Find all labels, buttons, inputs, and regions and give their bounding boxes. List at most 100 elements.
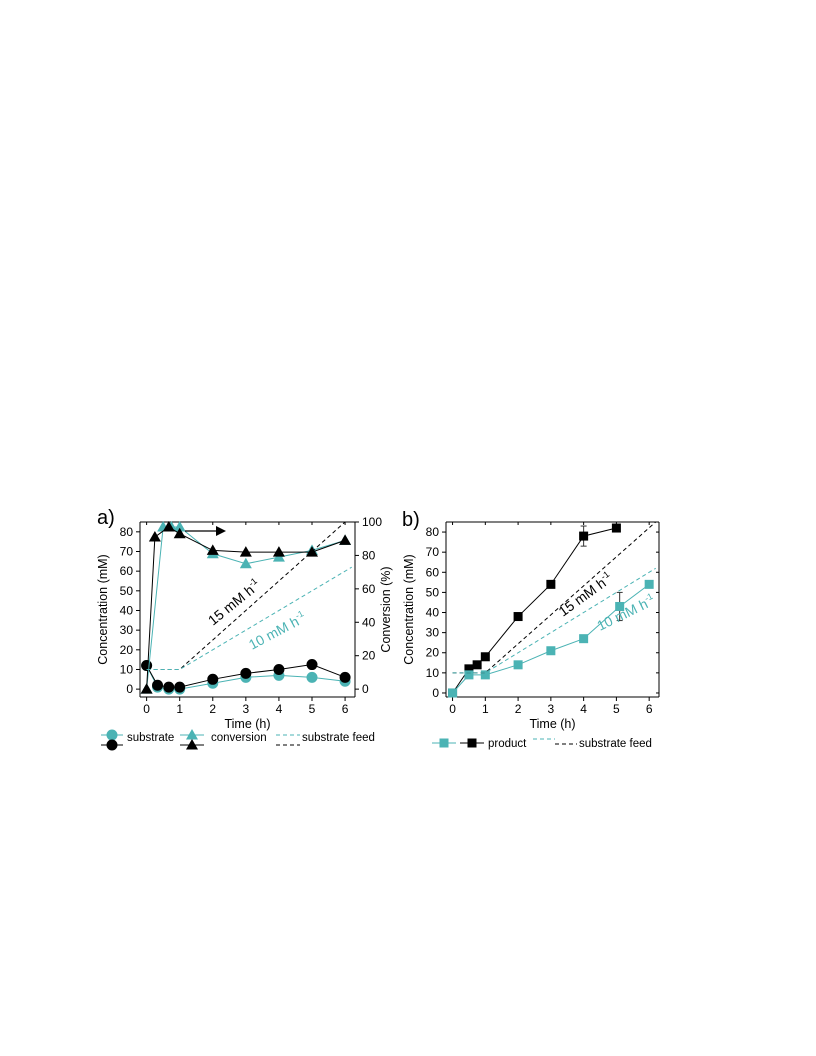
y-tick-label-a: 10 xyxy=(120,662,134,676)
y-tick-label-a: 0 xyxy=(126,682,133,696)
x-tick-label-b: 6 xyxy=(646,702,653,716)
legend-label-substrate-feed: substrate feed xyxy=(579,738,652,750)
series-b-3 xyxy=(452,567,656,674)
data-point-square xyxy=(480,670,490,680)
x-tick-label-b: 1 xyxy=(482,702,489,716)
data-point-square xyxy=(464,664,474,674)
legend-label-product: product xyxy=(488,738,527,750)
legend-marker-product-teal xyxy=(439,738,449,748)
y-tick-label-a: 20 xyxy=(120,643,134,657)
data-point-triangle xyxy=(239,546,252,557)
data-point-circle xyxy=(152,679,164,691)
data-point-triangle xyxy=(173,521,186,532)
data-point-triangle xyxy=(206,544,219,555)
x-tick-label-a: 4 xyxy=(276,702,283,716)
data-point-circle xyxy=(306,659,318,671)
series-b-1 xyxy=(448,579,654,698)
data-point-square xyxy=(472,660,482,670)
data-point-square xyxy=(513,660,523,670)
x-tick-label-a: 3 xyxy=(243,702,250,716)
data-point-circle xyxy=(174,681,186,693)
x-axis-label-a: Time (h) xyxy=(224,717,270,731)
x-tick-label-a: 2 xyxy=(209,702,216,716)
legend-label-conversion: conversion xyxy=(211,732,267,744)
rate-annotation-a-1: 10 mM h-1 xyxy=(245,608,308,652)
data-point-square xyxy=(448,688,458,698)
data-point-circle xyxy=(339,671,351,683)
y2-tick-label-a: 60 xyxy=(362,582,376,596)
y-tick-label-b: 40 xyxy=(426,606,440,620)
y-tick-label-b: 60 xyxy=(426,565,440,579)
y-tick-label-a: 70 xyxy=(120,544,134,558)
rate-superscript: -1 xyxy=(643,591,655,604)
legend-a xyxy=(101,729,300,751)
rate-text: 10 mM h xyxy=(246,613,302,653)
data-point-square xyxy=(546,579,556,589)
legend-label-substrate-feed: substrate feed xyxy=(302,732,375,744)
panel-label-b: b) xyxy=(402,509,420,531)
data-point-circle xyxy=(306,671,318,683)
data-point-triangle xyxy=(239,557,252,569)
legend-label-substrate: substrate xyxy=(127,732,174,744)
x-tick-label-b: 4 xyxy=(580,702,587,716)
data-point-square xyxy=(611,523,621,533)
rate-annotation-b-1: 10 mM h-1 xyxy=(594,591,658,634)
y-tick-label-a: 80 xyxy=(120,525,134,539)
y-tick-label-a: 50 xyxy=(120,584,134,598)
legend-marker-substrate-teal xyxy=(106,729,118,741)
x-tick-label-b: 3 xyxy=(548,702,555,716)
x-axis-label-b: Time (h) xyxy=(529,717,575,731)
y-tick-label-b: 30 xyxy=(426,626,440,640)
y-tick-label-a: 40 xyxy=(120,603,134,617)
x-tick-label-b: 5 xyxy=(613,702,620,716)
y-tick-label-b: 0 xyxy=(432,686,439,700)
y-tick-label-b: 50 xyxy=(426,585,440,599)
data-point-square xyxy=(615,601,625,611)
rate-text: 15 mM h xyxy=(205,582,257,629)
data-point-triangle xyxy=(339,534,352,545)
legend-marker-conversion-teal xyxy=(186,729,198,740)
y-axis-label-b: Concentration (mM) xyxy=(402,554,416,664)
x-tick-label-b: 2 xyxy=(515,702,522,716)
data-point-square xyxy=(464,670,474,680)
legend-marker-substrate-black xyxy=(106,739,118,751)
rate-superscript: -1 xyxy=(294,608,306,621)
y2-tick-label-a: 80 xyxy=(362,548,376,562)
legend-marker-conversion-black xyxy=(186,739,198,750)
data-point-square xyxy=(644,579,654,589)
x-tick-label-a: 6 xyxy=(342,702,349,716)
legend-b xyxy=(432,738,577,748)
x-tick-label-b: 0 xyxy=(449,702,456,716)
legend-marker-product-black xyxy=(467,738,477,748)
y-tick-label-a: 30 xyxy=(120,623,134,637)
axis-arrow-head xyxy=(216,526,226,536)
y-tick-label-b: 10 xyxy=(426,666,440,680)
x-tick-label-a: 5 xyxy=(309,702,316,716)
data-point-square xyxy=(480,652,490,662)
data-point-circle xyxy=(207,673,219,685)
panel-label-a: a) xyxy=(97,507,115,529)
data-point-circle xyxy=(163,681,175,693)
data-point-square xyxy=(513,612,523,622)
series-b-0 xyxy=(448,523,621,698)
y-tick-label-b: 80 xyxy=(426,525,440,539)
data-point-square xyxy=(579,531,589,541)
data-point-triangle xyxy=(162,521,175,532)
y2-tick-label-a: 100 xyxy=(362,515,382,529)
data-point-triangle xyxy=(148,531,161,542)
data-point-circle xyxy=(273,663,285,675)
data-point-triangle xyxy=(272,546,285,557)
y2-axis-label-a: Conversion (%) xyxy=(379,566,393,652)
data-point-square xyxy=(546,646,556,656)
feed-line-b xyxy=(452,567,656,674)
y2-tick-label-a: 0 xyxy=(362,682,369,696)
y-tick-label-b: 70 xyxy=(426,545,440,559)
y-axis-label-a: Concentration (mM) xyxy=(96,554,110,664)
data-point-square xyxy=(579,634,589,644)
y2-tick-label-a: 20 xyxy=(362,649,376,663)
rate-text: 15 mM h xyxy=(555,574,608,619)
data-point-triangle xyxy=(140,683,153,694)
series-a-1 xyxy=(141,659,351,693)
y-tick-label-a: 60 xyxy=(120,564,134,578)
